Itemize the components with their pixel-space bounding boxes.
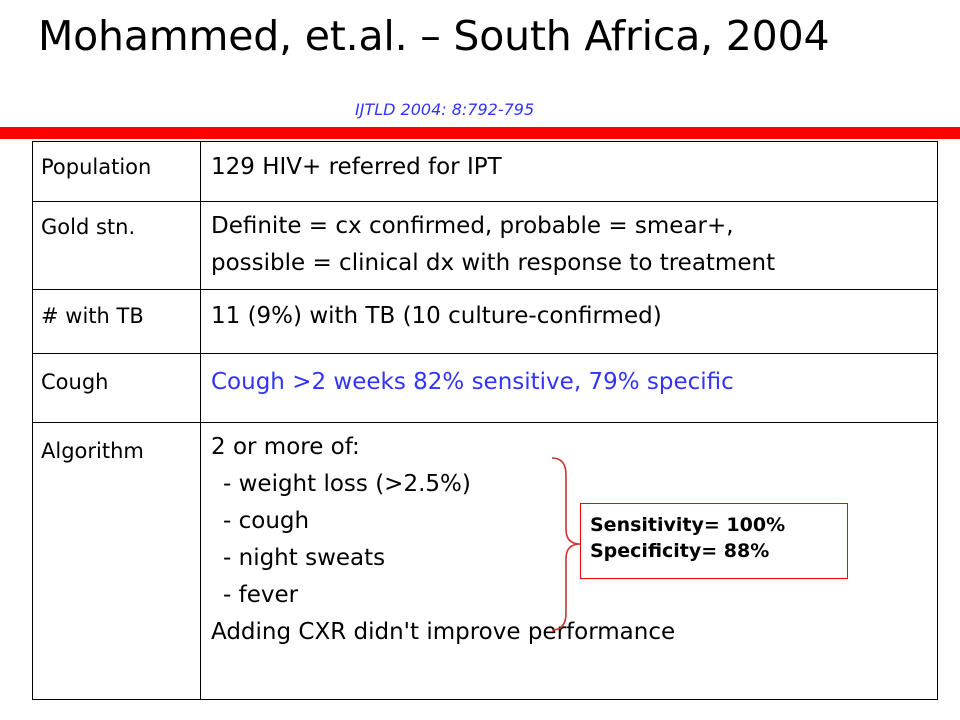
row-label: Gold stn. bbox=[32, 201, 201, 290]
value-line: 11 (9%) with TB (10 culture-confirmed) bbox=[211, 303, 662, 329]
right-brace-icon bbox=[551, 457, 581, 631]
table-row: Gold stn. Definite = cx confirmed, proba… bbox=[32, 201, 938, 290]
algorithm-item: - fever bbox=[223, 582, 299, 608]
table-row: # with TB 11 (9%) with TB (10 culture-co… bbox=[32, 289, 938, 354]
study-table: Population 129 HIV+ referred for IPT Gol… bbox=[32, 141, 938, 700]
row-value: Definite = cx confirmed, probable = smea… bbox=[200, 201, 938, 290]
row-value: 11 (9%) with TB (10 culture-confirmed) bbox=[200, 289, 938, 354]
row-label: Population bbox=[32, 141, 201, 202]
table-row: Cough Cough >2 weeks 82% sensitive, 79% … bbox=[32, 353, 938, 423]
algorithm-intro: 2 or more of: bbox=[211, 434, 360, 460]
algorithm-item: - night sweats bbox=[223, 545, 386, 571]
specificity-value: Specificity= 88% bbox=[590, 540, 770, 562]
table-row: Population 129 HIV+ referred for IPT bbox=[32, 141, 938, 202]
algorithm-item: - cough bbox=[223, 508, 310, 534]
citation: IJTLD 2004: 8:792-795 bbox=[355, 100, 535, 119]
row-label: # with TB bbox=[32, 289, 201, 354]
result-box: Sensitivity= 100% Specificity= 88% bbox=[580, 503, 848, 579]
algorithm-footer: Adding CXR didn't improve performance bbox=[211, 619, 676, 645]
row-value: Cough >2 weeks 82% sensitive, 79% specif… bbox=[200, 353, 938, 423]
row-value: 129 HIV+ referred for IPT bbox=[200, 141, 938, 202]
value-line: possible = clinical dx with response to … bbox=[211, 250, 776, 276]
row-label: Algorithm bbox=[32, 422, 201, 700]
slide-title: Mohammed, et.al. – South Africa, 2004 bbox=[38, 12, 830, 60]
sensitivity-value: Sensitivity= 100% bbox=[590, 514, 786, 536]
value-line: Definite = cx confirmed, probable = smea… bbox=[211, 213, 734, 239]
value-line: 129 HIV+ referred for IPT bbox=[211, 154, 502, 180]
algorithm-item: - weight loss (>2.5%) bbox=[223, 471, 471, 497]
value-line: Cough >2 weeks 82% sensitive, 79% specif… bbox=[211, 369, 734, 395]
row-label: Cough bbox=[32, 353, 201, 423]
accent-bar bbox=[0, 127, 960, 139]
